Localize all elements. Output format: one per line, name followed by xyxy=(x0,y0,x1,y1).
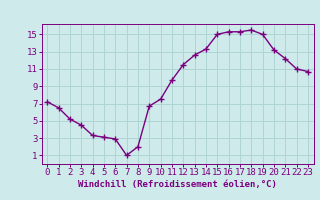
X-axis label: Windchill (Refroidissement éolien,°C): Windchill (Refroidissement éolien,°C) xyxy=(78,180,277,189)
